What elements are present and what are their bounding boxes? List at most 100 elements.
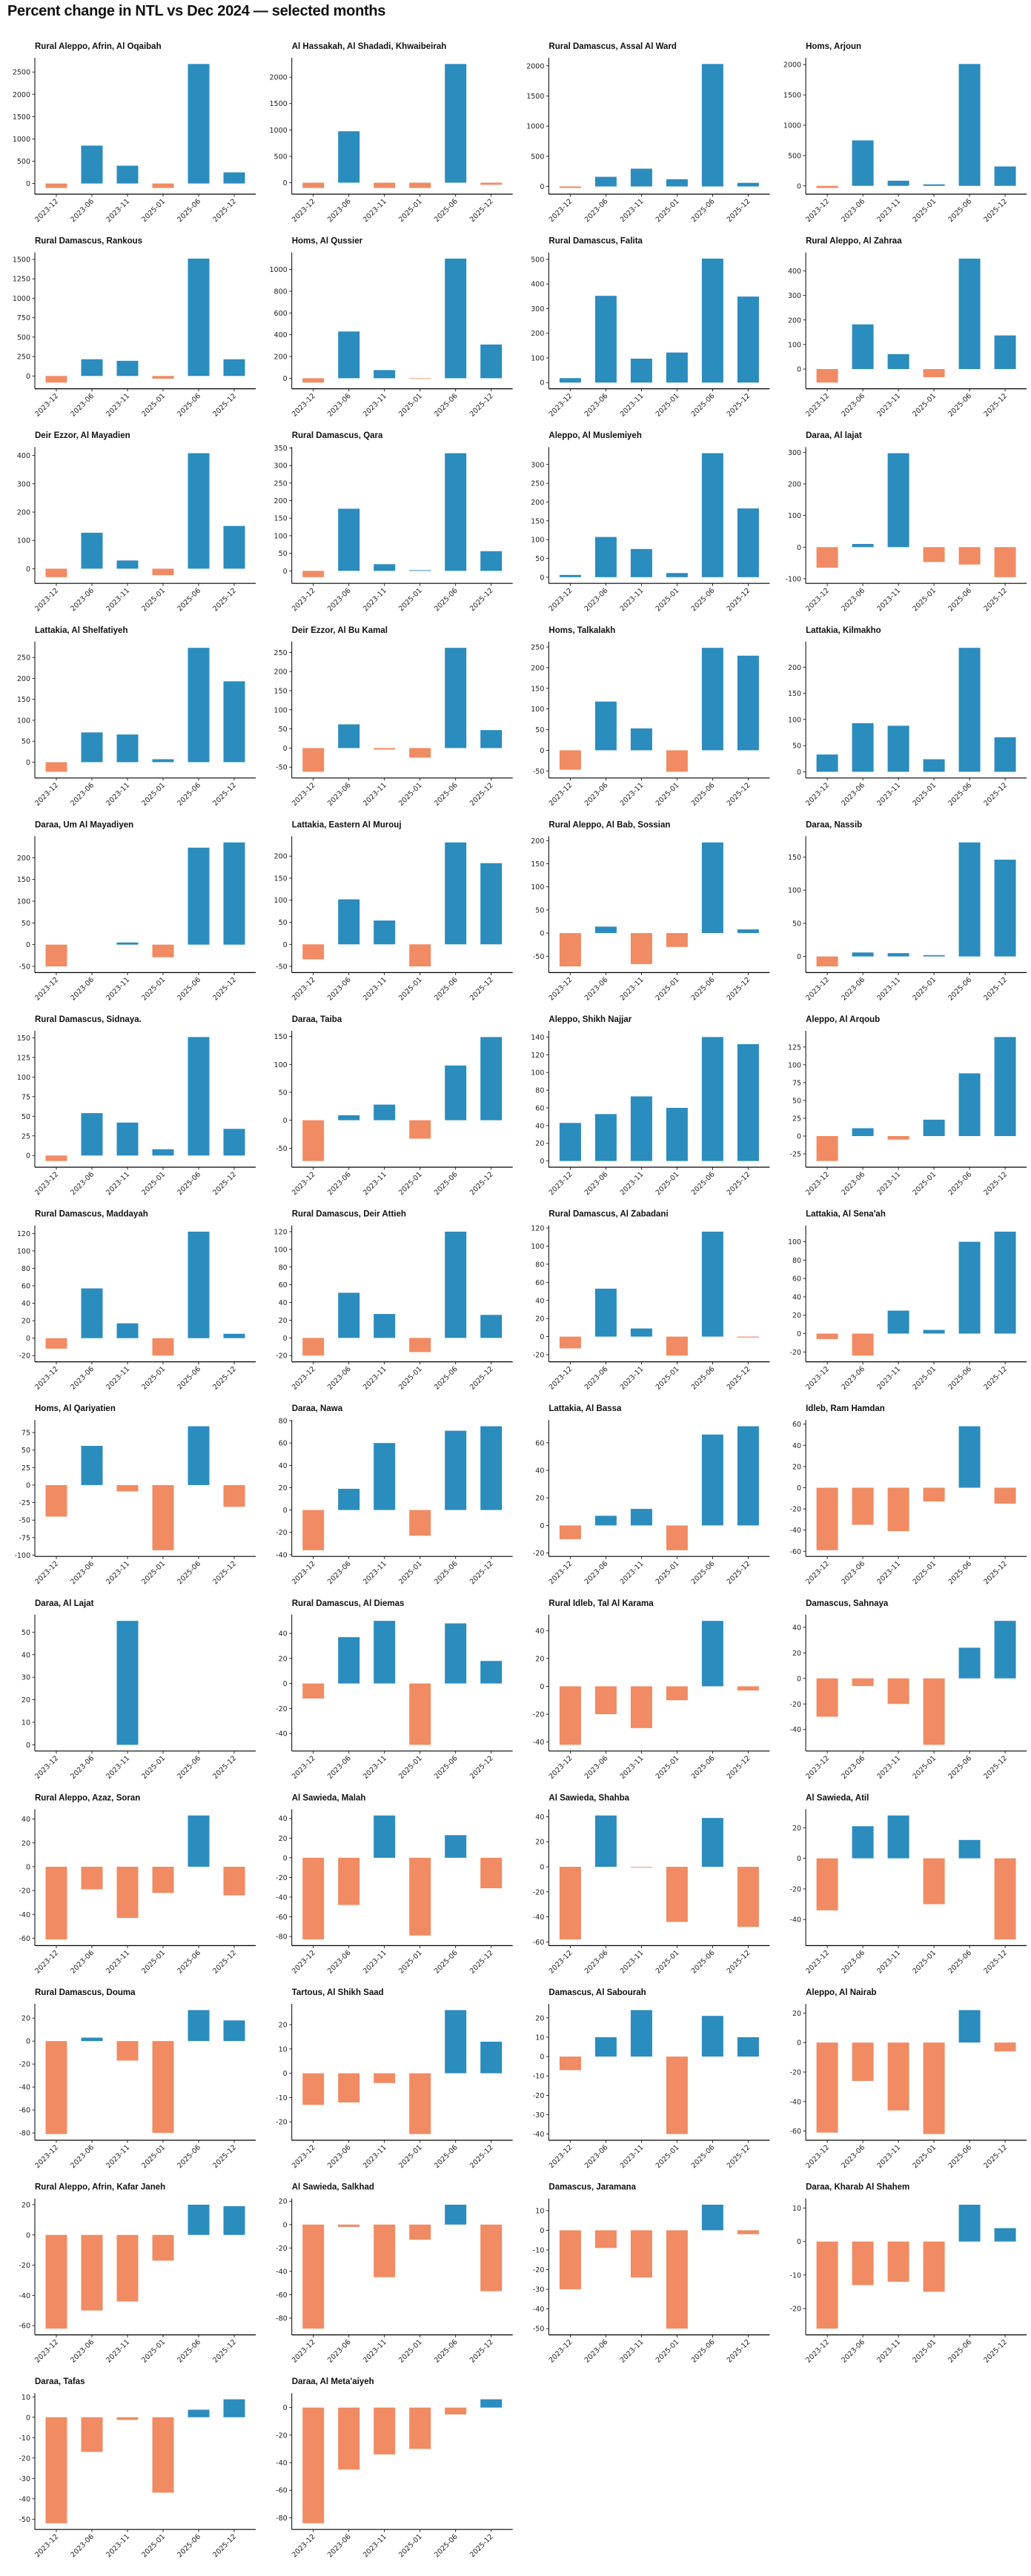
bar <box>816 1135 838 1161</box>
chart-panel: Idleb, Ram Hamdan -60 -40 -20 0 20 40 60 2023-12… <box>790 1404 1027 1586</box>
bar <box>852 544 874 548</box>
x-tick-label: 2025-06 <box>690 1365 717 1392</box>
x-tick-label: 2023-12 <box>804 2338 831 2365</box>
bar <box>923 1858 945 1905</box>
bar <box>887 1310 909 1334</box>
y-tick-label: 60 <box>792 1275 801 1284</box>
x-tick-label: 2023-12 <box>804 781 831 808</box>
x-tick-label: 2025-01 <box>911 197 938 224</box>
x-tick-label: 2023-11 <box>619 197 646 224</box>
x-tick-label: 2025-12 <box>982 1949 1009 1976</box>
chart-panel: Rural Damascus, Falita 0 100 200 300 400 500 20… <box>531 237 770 419</box>
bar <box>223 2206 245 2235</box>
chart-panel: Daraa, Kharab Al Shahem -20 -10 0 10 2023-12 2… <box>790 2183 1027 2365</box>
y-tick-label: 60 <box>279 1281 288 1289</box>
bar <box>887 2042 909 2111</box>
y-tick-label: 750 <box>17 314 30 322</box>
bar <box>594 176 617 187</box>
y-tick-label: 40 <box>21 1300 30 1308</box>
y-tick-label: 80 <box>279 1418 288 1426</box>
x-tick-label: 2025-06 <box>690 587 717 614</box>
bar <box>409 748 431 758</box>
x-tick-label: 2023-11 <box>875 587 902 614</box>
y-tick-label: 300 <box>274 462 288 471</box>
y-tick-label: 100 <box>788 1238 801 1246</box>
x-tick-label: 2025-06 <box>690 197 717 224</box>
bar <box>188 1426 210 1485</box>
x-tick-label: 2025-12 <box>211 1754 238 1781</box>
y-tick-label: 600 <box>274 310 288 318</box>
y-tick-label: 0 <box>26 1863 30 1871</box>
bar <box>958 547 981 565</box>
bar <box>737 929 759 934</box>
x-tick-label: 2023-12 <box>33 2533 60 2560</box>
y-tick-label: -60 <box>19 1935 30 1943</box>
y-tick-label: 120 <box>274 1228 288 1236</box>
bar <box>45 762 67 772</box>
x-tick-label: 2025-01 <box>654 392 681 419</box>
bar <box>887 1815 909 1859</box>
y-tick-label: 20 <box>792 1463 801 1471</box>
y-tick-label: 0 <box>540 574 544 582</box>
bar <box>302 748 325 772</box>
y-tick-label: 40 <box>535 1627 544 1636</box>
x-tick-label: 2025-12 <box>982 1170 1009 1197</box>
y-tick-label: -20 <box>533 2266 545 2274</box>
y-tick-label: 300 <box>531 461 544 469</box>
x-tick-label: 2025-12 <box>726 1170 752 1197</box>
y-tick-label: 0 <box>26 2414 30 2422</box>
y-tick-label: 20 <box>21 2015 30 2023</box>
y-tick-label: -20 <box>790 2306 802 2314</box>
panel-title: Al Sawieda, Atil <box>806 1793 869 1802</box>
y-tick-label: 1000 <box>270 266 288 274</box>
y-tick-label: 60 <box>535 1279 544 1287</box>
x-tick-label: 2023-12 <box>548 1365 574 1392</box>
bar <box>188 453 210 569</box>
y-tick-label: -25 <box>790 1151 802 1159</box>
y-tick-label: -40 <box>790 1726 802 1734</box>
bar <box>188 1037 210 1156</box>
bar <box>923 759 945 772</box>
x-tick-label: 2023-12 <box>804 1949 831 1976</box>
bar <box>116 2417 139 2420</box>
bar <box>152 1484 174 1550</box>
bar <box>737 2036 759 2057</box>
chart-panel: Daraa, Al Lajat 0 10 20 30 40 50 2023-12 2023-06… <box>21 1599 256 1781</box>
x-tick-label: 2023-11 <box>362 392 388 419</box>
x-tick-label: 2025-12 <box>726 976 752 1003</box>
y-tick-label: -10 <box>790 2271 802 2280</box>
y-tick-label: 0 <box>540 1158 544 1166</box>
bar <box>152 568 174 576</box>
bar <box>302 1120 325 1161</box>
bar <box>338 1292 360 1338</box>
y-tick-label: -20 <box>276 2119 288 2127</box>
bar <box>923 2042 945 2134</box>
panel-title: Damascus, Al Sabourah <box>548 1988 646 1997</box>
x-tick-label: 2023-12 <box>548 587 574 614</box>
x-tick-label: 2025-06 <box>176 1560 202 1587</box>
bar <box>338 508 360 571</box>
y-tick-label: 10 <box>21 2394 30 2402</box>
bar <box>887 1135 909 1140</box>
panel-title: Homs, Al Qariyatien <box>35 1404 116 1413</box>
y-tick-label: 200 <box>531 499 544 507</box>
x-tick-label: 2025-01 <box>654 2143 681 2170</box>
x-tick-label: 2025-01 <box>397 197 424 224</box>
x-tick-label: 2023-12 <box>291 2143 317 2170</box>
x-tick-label: 2025-12 <box>982 976 1009 1003</box>
y-tick-label: 0 <box>797 1484 801 1493</box>
bar <box>188 648 210 763</box>
panel-title: Tartous, Al Shikh Saad <box>292 1988 384 1997</box>
bar <box>45 1484 67 1517</box>
y-tick-label: 10 <box>279 2045 288 2054</box>
bar <box>594 1516 617 1526</box>
y-tick-label: 0 <box>26 1742 30 1750</box>
y-tick-label: 50 <box>535 726 544 734</box>
bar <box>594 1815 617 1868</box>
x-tick-label: 2023-06 <box>326 1949 353 1976</box>
bar <box>302 1510 325 1550</box>
chart-panel: Rural Aleppo, Azaz, Soran -60 -40 -20 0 20 40 2… <box>19 1793 256 1976</box>
y-tick-label: 0 <box>540 183 544 191</box>
y-tick-label: 40 <box>279 1630 288 1639</box>
